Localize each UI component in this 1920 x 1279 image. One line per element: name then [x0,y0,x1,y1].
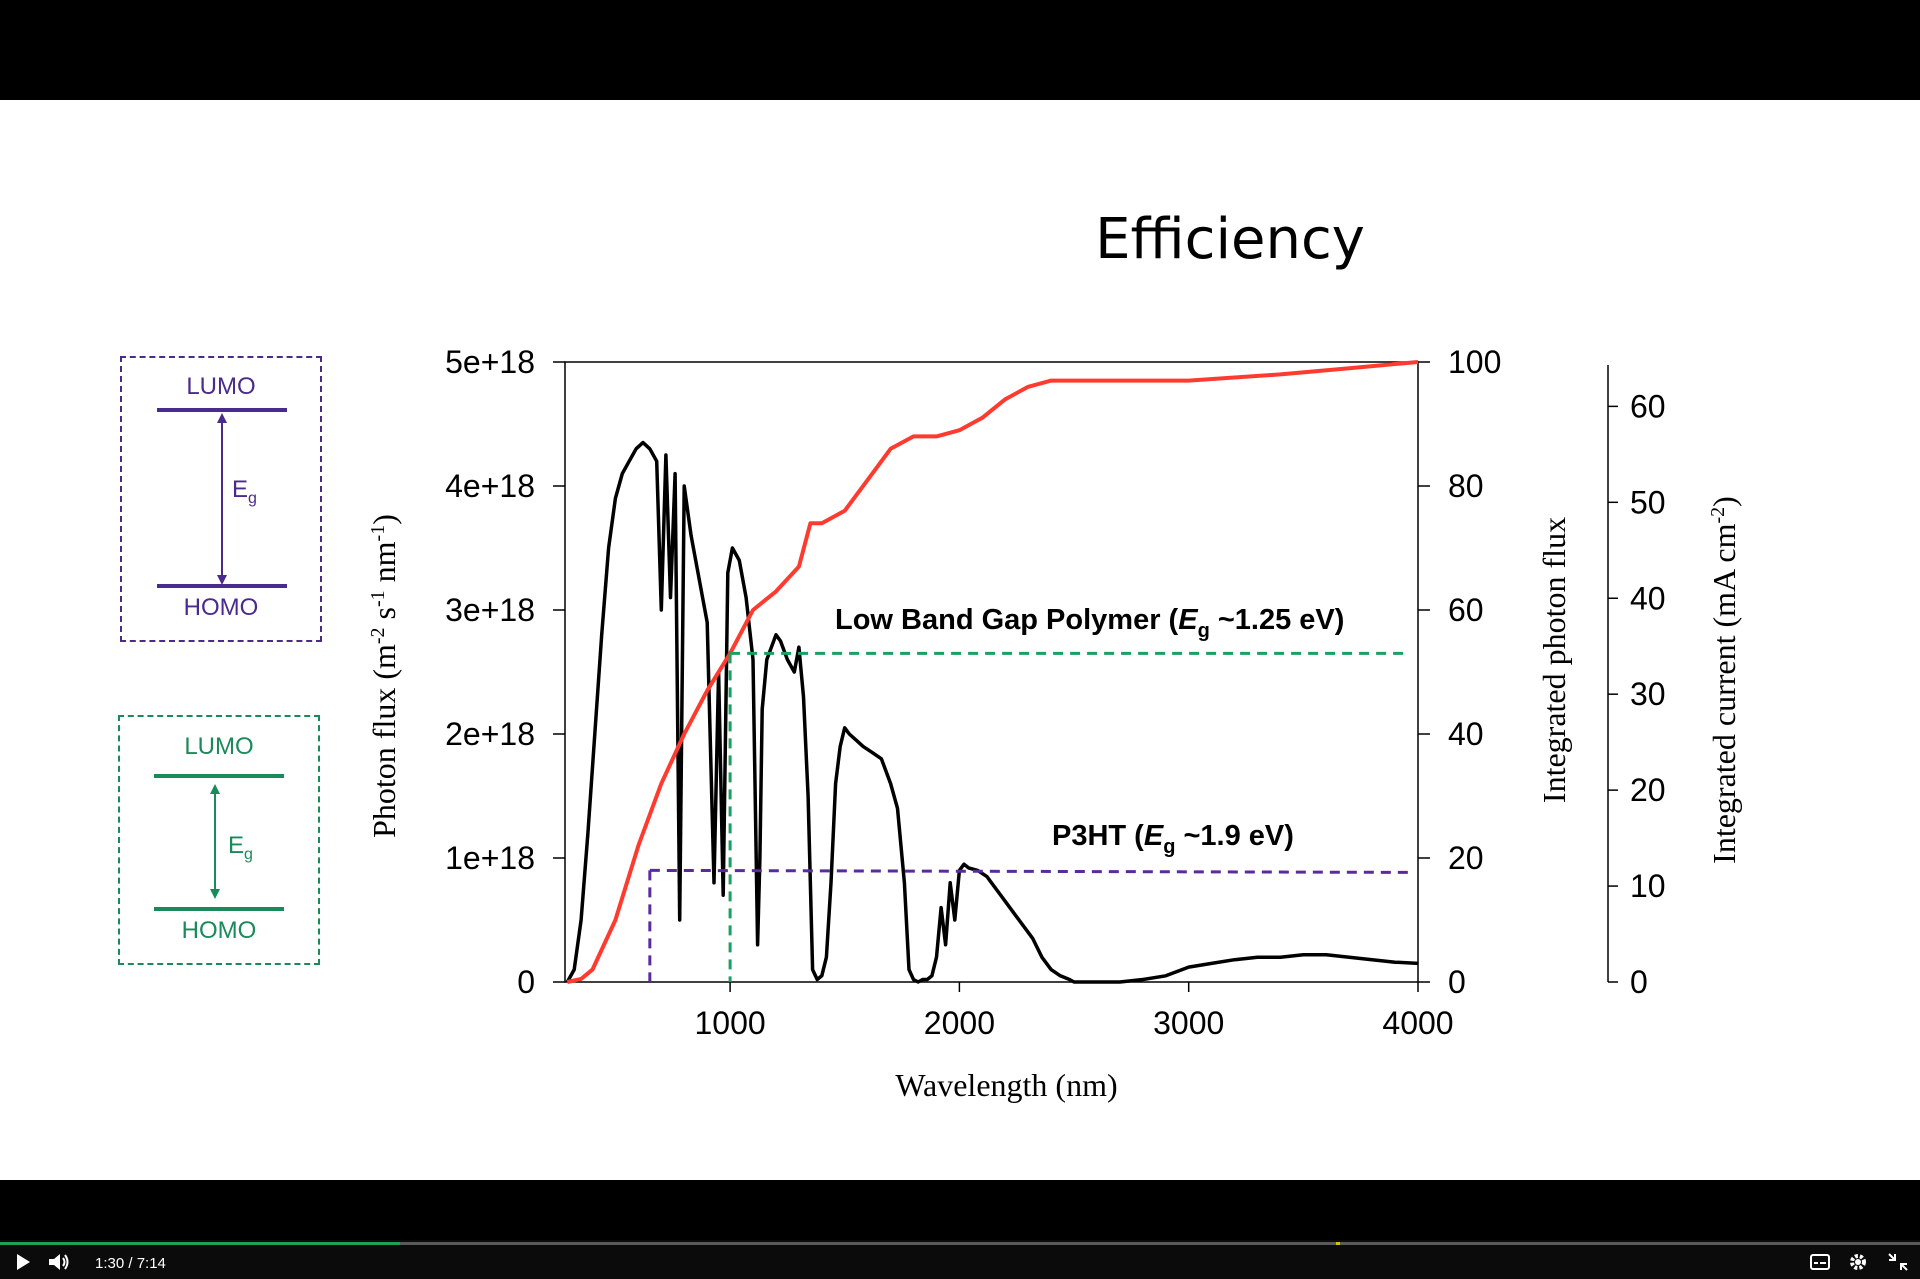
low-band-gap-energy-diagram: LUMO HOMO Eg [118,715,320,965]
gear-icon[interactable] [1848,1252,1868,1272]
gap-label: Eg [232,476,257,507]
x-tick-label: 2000 [924,1005,995,1041]
exit-fullscreen-icon[interactable] [1887,1252,1909,1272]
p3ht-level-line [649,868,1409,874]
lumo-level [154,774,284,778]
y-right1-tick-label: 0 [1448,964,1466,1000]
y-left-axis-label: Photon flux (m-2 s-1 nm-1) [366,514,402,838]
lbg-annotation: Low Band Gap Polymer (Eg ~1.25 eV) [835,604,1344,642]
y-right1-tick-label: 20 [1448,840,1484,876]
x-tick-label: 4000 [1382,1005,1453,1041]
x-axis-label: Wavelength (nm) [895,1067,1117,1103]
gap-label: Eg [228,832,253,863]
lumo-label: LUMO [184,733,254,760]
integrated-flux-line [566,360,1419,984]
chapter-marker [1336,1242,1340,1245]
video-controls [0,1240,1920,1279]
x-tick-label: 1000 [695,1005,766,1041]
p3ht-annotation: P3HT (Eg ~1.9 eV) [1052,820,1294,858]
y-right2-tick-label: 10 [1630,868,1666,904]
y-left-tick-label: 1e+18 [445,840,535,876]
y-right2-tick-label: 0 [1630,964,1648,1000]
play-icon[interactable] [14,1253,32,1271]
slide: Efficiency LUMO HOMO Eg LUMO HOMO Eg [0,100,1920,1180]
y-right1-tick-label: 60 [1448,592,1484,628]
plot-frame [564,361,1419,983]
volume-icon[interactable] [48,1252,72,1272]
y-right1-tick-label: 80 [1448,468,1484,504]
progress-fill [0,1242,400,1245]
lumo-label: LUMO [186,373,256,400]
y-left-tick-label: 3e+18 [445,592,535,628]
y-right2-axis-label: Integrated current (mA cm-2) [1706,496,1742,864]
progress-track[interactable] [0,1242,1920,1245]
y-right2-tick-label: 20 [1630,772,1666,808]
y-left-tick-label: 0 [517,964,535,1000]
time-readout: 1:30 / 7:14 [95,1255,166,1272]
y-left-tick-label: 2e+18 [445,716,535,752]
y-right2-tick-label: 40 [1630,580,1666,616]
gap-arrow [217,413,227,585]
y-right1-tick-label: 40 [1448,716,1484,752]
lumo-level [157,408,287,412]
y-right2-tick-label: 60 [1630,388,1666,424]
y-right1-axis-label: Integrated photon flux [1536,517,1572,803]
y-right1-tick-label: 100 [1448,344,1501,380]
y-right2-tick-label: 50 [1630,484,1666,520]
homo-label: HOMO [181,917,257,944]
p3ht-energy-diagram: LUMO HOMO Eg [120,356,322,642]
y-left-tick-label: 5e+18 [445,344,535,380]
gap-arrow [210,784,220,899]
y-left-tick-label: 4e+18 [445,468,535,504]
homo-level [154,907,284,911]
homo-level [157,584,287,588]
y-right2-tick-label: 30 [1630,676,1666,712]
slide-title: Efficiency [1095,207,1365,272]
captions-icon[interactable] [1810,1254,1830,1270]
x-tick-label: 3000 [1153,1005,1224,1041]
homo-label: HOMO [183,594,259,621]
